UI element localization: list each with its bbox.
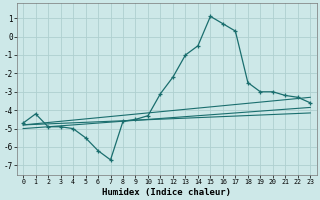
X-axis label: Humidex (Indice chaleur): Humidex (Indice chaleur) — [102, 188, 231, 197]
